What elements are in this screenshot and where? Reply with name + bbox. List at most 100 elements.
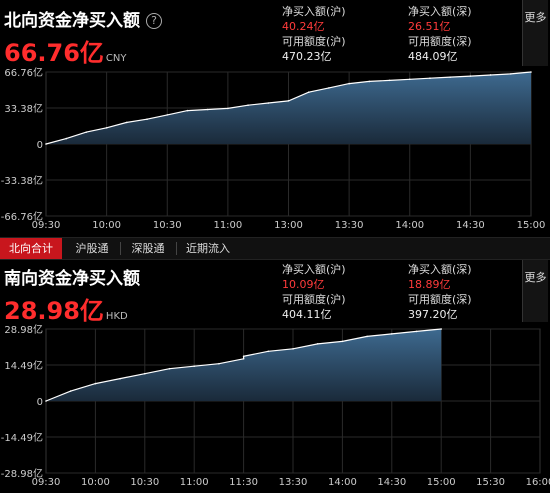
data-point [186, 109, 189, 112]
data-point [366, 335, 368, 338]
data-point [440, 328, 443, 330]
data-point [292, 348, 294, 350]
x-tick-label: 10:30 [153, 220, 182, 231]
x-tick-label: 15:00 [517, 220, 546, 231]
data-point [126, 121, 128, 124]
north-net-sh-value: 40.24亿 [282, 20, 325, 33]
x-tick-label: 09:30 [32, 477, 61, 488]
x-tick-label: 11:00 [180, 477, 209, 488]
y-tick-label: 66.76亿 [4, 66, 43, 79]
y-tick-label: 14.49亿 [4, 359, 43, 372]
data-point [408, 78, 411, 81]
data-point [509, 73, 512, 75]
data-point [415, 330, 418, 333]
north-avail-sz-label: 可用额度(深) [408, 35, 472, 48]
x-tick-label: 15:30 [476, 477, 505, 488]
data-point [166, 114, 169, 116]
x-tick-label: 14:30 [456, 220, 485, 231]
north-title: 北向资金净买入额? [4, 6, 162, 31]
south-net-sz-value: 18.89亿 [408, 278, 451, 291]
tab-north-total[interactable]: 北向合计 [0, 238, 62, 259]
data-point [348, 82, 350, 85]
data-point [328, 87, 330, 89]
data-point [45, 143, 47, 145]
south-avail-sz-label: 可用额度(深) [408, 293, 472, 306]
data-point [307, 91, 310, 94]
x-tick-label: 14:00 [395, 220, 424, 231]
north-net-sh-label: 净买入额(沪) [282, 5, 346, 18]
y-tick-label: 28.98亿 [4, 323, 43, 336]
data-point [85, 131, 88, 133]
data-point [168, 367, 171, 370]
north-net-sz-value: 26.51亿 [408, 20, 451, 33]
data-point [105, 127, 108, 129]
data-point [429, 77, 431, 80]
data-point [242, 357, 245, 360]
tab-shanghai-connect[interactable]: 沪股通 [75, 242, 109, 255]
y-tick-label: -33.38亿 [1, 174, 43, 187]
data-point [206, 108, 209, 111]
south-avail-sz-value: 397.20亿 [408, 308, 458, 321]
north-total-value: 66.76亿 CNY [4, 39, 127, 67]
north-net-sz-label: 净买入额(深) [408, 5, 472, 18]
south-avail-sh-label: 可用额度(沪) [282, 293, 346, 306]
y-tick-label: -66.76亿 [1, 210, 43, 223]
north-avail-sh-label: 可用额度(沪) [282, 35, 346, 48]
y-tick-label: 0 [37, 140, 43, 151]
y-tick-label: -14.49亿 [1, 431, 43, 444]
data-point [391, 333, 393, 335]
south-avail-sh-value: 404.11亿 [282, 308, 332, 321]
x-tick-label: 10:30 [130, 477, 159, 488]
south-net-sh-value: 10.09亿 [282, 278, 325, 291]
flow-area [46, 329, 442, 401]
data-point [388, 79, 391, 82]
data-point [247, 104, 249, 106]
x-tick-label: 15:00 [427, 477, 456, 488]
help-icon[interactable]: ? [146, 13, 162, 29]
data-point [368, 80, 371, 83]
flow-line [45, 328, 442, 402]
north-more-button[interactable]: 更多 [522, 0, 548, 66]
flow-area [46, 72, 531, 144]
x-tick-label: 09:30 [32, 220, 61, 231]
tab-shenzhen-connect[interactable]: 深股通 [131, 242, 165, 255]
y-tick-label: -28.98亿 [1, 467, 43, 480]
tab-bar: 北向合计 沪股通 深股通 近期流入 [0, 237, 550, 260]
data-point [69, 390, 72, 392]
x-tick-label: 13:00 [274, 220, 303, 231]
x-tick-label: 10:00 [92, 220, 121, 231]
data-point [530, 71, 532, 73]
south-total-value: 28.98亿 HKD [4, 297, 128, 325]
data-point [287, 100, 290, 102]
data-point [94, 382, 97, 385]
data-point [449, 76, 451, 78]
x-tick-label: 16:00 [526, 477, 550, 488]
data-point [193, 365, 195, 368]
north-avail-sz-value: 484.09亿 [408, 50, 458, 63]
data-point [341, 340, 344, 343]
south-net-sz-label: 净买入额(深) [408, 263, 472, 276]
tab-recent-inflow[interactable]: 近期流入 [186, 242, 230, 255]
tab-divider [176, 242, 177, 255]
south-more-button[interactable]: 更多 [522, 260, 548, 322]
data-point [316, 343, 319, 345]
data-point [119, 377, 121, 380]
x-tick-label: 11:00 [213, 220, 242, 231]
south-title: 南向资金净买入额 [4, 269, 140, 289]
data-point [469, 75, 472, 77]
x-tick-label: 11:30 [229, 477, 258, 488]
x-tick-label: 13:30 [279, 477, 308, 488]
data-point [146, 118, 148, 120]
x-tick-label: 14:00 [328, 477, 357, 488]
data-point [267, 350, 270, 353]
south-net-sh-label: 净买入额(沪) [282, 263, 346, 276]
data-point [144, 372, 146, 375]
y-tick-label: 0 [37, 397, 43, 408]
data-point [489, 74, 492, 76]
y-tick-label: 33.38亿 [4, 102, 43, 115]
data-point [45, 400, 47, 402]
data-point [242, 355, 245, 358]
north-avail-sh-value: 470.23亿 [282, 50, 332, 63]
